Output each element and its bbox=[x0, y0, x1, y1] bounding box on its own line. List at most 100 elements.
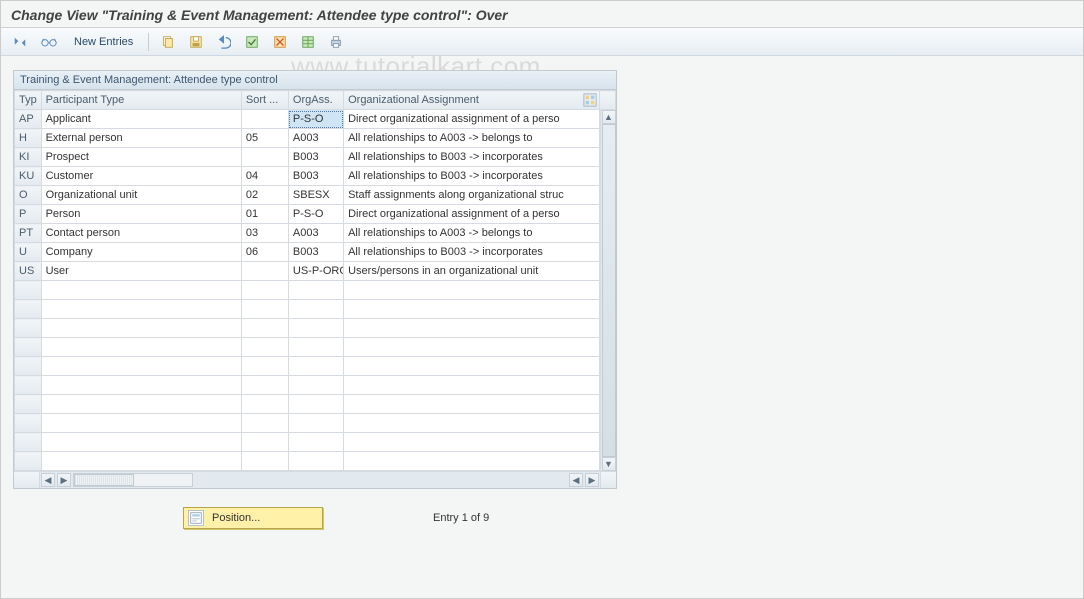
position-button[interactable]: Position... bbox=[183, 507, 323, 529]
table-row[interactable]: OOrganizational unit02SBESXStaff assignm… bbox=[15, 186, 616, 205]
cell-sort[interactable] bbox=[241, 110, 288, 129]
scroll-right-icon[interactable]: ▶ bbox=[585, 473, 599, 487]
panel-title: Training & Event Management: Attendee ty… bbox=[14, 71, 616, 90]
table-row-empty[interactable] bbox=[15, 338, 616, 357]
cell-org-assignment[interactable]: Direct organizational assignment of a pe… bbox=[344, 205, 600, 224]
scroll-left2-icon[interactable]: ◀ bbox=[569, 473, 583, 487]
scroll-left-icon[interactable]: ◀ bbox=[41, 473, 55, 487]
cell-participant-type[interactable]: Applicant bbox=[41, 110, 241, 129]
cell-typ[interactable]: KU bbox=[15, 167, 42, 186]
cell-participant-type[interactable]: External person bbox=[41, 129, 241, 148]
configure-columns-icon[interactable] bbox=[583, 93, 597, 110]
cell-org-assignment[interactable]: All relationships to B003 -> incorporate… bbox=[344, 148, 600, 167]
scroll-down-icon[interactable]: ▼ bbox=[602, 457, 616, 471]
table-row[interactable]: APApplicant P-S-ODirect organizational as… bbox=[15, 110, 616, 129]
glasses-icon[interactable] bbox=[37, 32, 61, 52]
table-settings-icon[interactable] bbox=[297, 32, 319, 52]
copy-icon[interactable] bbox=[157, 32, 179, 52]
cell-orgass[interactable]: B003 bbox=[288, 243, 343, 262]
table-row[interactable]: PPerson01P-S-ODirect organizational assi… bbox=[15, 205, 616, 224]
vertical-scrollbar[interactable]: ▲ ▼ bbox=[600, 110, 616, 471]
table-row-empty[interactable] bbox=[15, 376, 616, 395]
cell-orgass[interactable]: SBESX bbox=[288, 186, 343, 205]
col-header-orgass[interactable]: OrgAss. bbox=[288, 91, 343, 110]
hscroll-thumb[interactable] bbox=[74, 474, 134, 486]
vscroll-track[interactable] bbox=[602, 124, 616, 457]
cell-participant-type[interactable]: Person bbox=[41, 205, 241, 224]
table-row-empty[interactable] bbox=[15, 433, 616, 452]
col-header-org-assignment[interactable]: Organizational Assignment bbox=[344, 91, 600, 110]
table-row-empty[interactable] bbox=[15, 300, 616, 319]
cell-org-assignment[interactable]: Direct organizational assignment of a pe… bbox=[344, 110, 600, 129]
new-entries-button[interactable]: New Entries bbox=[67, 32, 140, 52]
cell-org-assignment[interactable]: All relationships to B003 -> incorporate… bbox=[344, 243, 600, 262]
cell-org-assignment[interactable]: All relationships to A003 -> belongs to bbox=[344, 129, 600, 148]
cell-sort[interactable]: 02 bbox=[241, 186, 288, 205]
scroll-up-icon[interactable]: ▲ bbox=[602, 110, 616, 124]
cell-sort[interactable]: 06 bbox=[241, 243, 288, 262]
cell-participant-type[interactable]: Customer bbox=[41, 167, 241, 186]
hscroll-corner-right bbox=[600, 472, 616, 488]
cell-participant-type[interactable]: Organizational unit bbox=[41, 186, 241, 205]
table-row[interactable]: PTContact person03A003All relationships … bbox=[15, 224, 616, 243]
print-icon[interactable] bbox=[325, 32, 347, 52]
cell-org-assignment[interactable]: Users/persons in an organizational unit bbox=[344, 262, 600, 281]
cell-orgass[interactable]: A003 bbox=[288, 129, 343, 148]
cell-typ[interactable]: H bbox=[15, 129, 42, 148]
table-row-empty[interactable] bbox=[15, 395, 616, 414]
cell-orgass[interactable]: A003 bbox=[288, 224, 343, 243]
cell-participant-type[interactable]: Prospect bbox=[41, 148, 241, 167]
cell-sort[interactable]: 05 bbox=[241, 129, 288, 148]
table-row-empty[interactable] bbox=[15, 357, 616, 376]
toggle-display-icon[interactable] bbox=[9, 32, 31, 52]
vscroll-thumb[interactable] bbox=[602, 124, 616, 457]
cell-typ[interactable]: O bbox=[15, 186, 42, 205]
cell-participant-type[interactable]: Company bbox=[41, 243, 241, 262]
cell-typ[interactable]: U bbox=[15, 243, 42, 262]
table-row-empty[interactable] bbox=[15, 414, 616, 433]
table-row[interactable]: KUCustomer04B003All relationships to B00… bbox=[15, 167, 616, 186]
cell-sort[interactable]: 03 bbox=[241, 224, 288, 243]
cell-orgass[interactable]: P-S-O bbox=[288, 110, 343, 129]
horizontal-scrollbar: ◀ ▶ ◀ ▶ bbox=[14, 471, 616, 488]
scroll-right-step-icon[interactable]: ▶ bbox=[57, 473, 71, 487]
hscroll-track[interactable] bbox=[73, 473, 193, 487]
table-row[interactable]: KIProspect B003All relationships to B003 … bbox=[15, 148, 616, 167]
cell-typ[interactable]: P bbox=[15, 205, 42, 224]
attendee-table: Typ Participant Type Sort ... OrgAss. Or… bbox=[14, 90, 616, 471]
table-row[interactable]: HExternal person05A003All relationships … bbox=[15, 129, 616, 148]
table-row[interactable]: UCompany06B003All relationships to B003 … bbox=[15, 243, 616, 262]
cell-typ[interactable]: KI bbox=[15, 148, 42, 167]
cell-participant-type[interactable]: User bbox=[41, 262, 241, 281]
cell-org-assignment[interactable]: All relationships to B003 -> incorporate… bbox=[344, 167, 600, 186]
cell-typ[interactable]: PT bbox=[15, 224, 42, 243]
cell-sort[interactable] bbox=[241, 262, 288, 281]
entry-status: Entry 1 of 9 bbox=[433, 512, 489, 524]
table-row-empty[interactable] bbox=[15, 319, 616, 338]
table-row[interactable]: USUser US-P-ORGUsers/persons in an organi… bbox=[15, 262, 616, 281]
cell-sort[interactable]: 04 bbox=[241, 167, 288, 186]
footer: Position... Entry 1 of 9 bbox=[183, 507, 1071, 529]
cell-orgass[interactable]: P-S-O bbox=[288, 205, 343, 224]
col-header-participant-type[interactable]: Participant Type bbox=[41, 91, 241, 110]
cell-orgass[interactable]: B003 bbox=[288, 148, 343, 167]
app-window: Change View "Training & Event Management… bbox=[0, 0, 1084, 599]
cell-typ[interactable]: AP bbox=[15, 110, 42, 129]
cell-orgass[interactable]: B003 bbox=[288, 167, 343, 186]
table-row-empty[interactable] bbox=[15, 452, 616, 471]
cell-sort[interactable]: 01 bbox=[241, 205, 288, 224]
save-variant-icon[interactable] bbox=[185, 32, 207, 52]
cell-org-assignment[interactable]: Staff assignments along organizational s… bbox=[344, 186, 600, 205]
select-all-icon[interactable] bbox=[241, 32, 263, 52]
deselect-all-icon[interactable] bbox=[269, 32, 291, 52]
cell-participant-type[interactable]: Contact person bbox=[41, 224, 241, 243]
grid-panel: Training & Event Management: Attendee ty… bbox=[13, 70, 617, 489]
col-header-sort[interactable]: Sort ... bbox=[241, 91, 288, 110]
undo-icon[interactable] bbox=[213, 32, 235, 52]
cell-typ[interactable]: US bbox=[15, 262, 42, 281]
table-row-empty[interactable] bbox=[15, 281, 616, 300]
cell-sort[interactable] bbox=[241, 148, 288, 167]
cell-orgass[interactable]: US-P-ORG bbox=[288, 262, 343, 281]
col-header-typ[interactable]: Typ bbox=[15, 91, 42, 110]
cell-org-assignment[interactable]: All relationships to A003 -> belongs to bbox=[344, 224, 600, 243]
